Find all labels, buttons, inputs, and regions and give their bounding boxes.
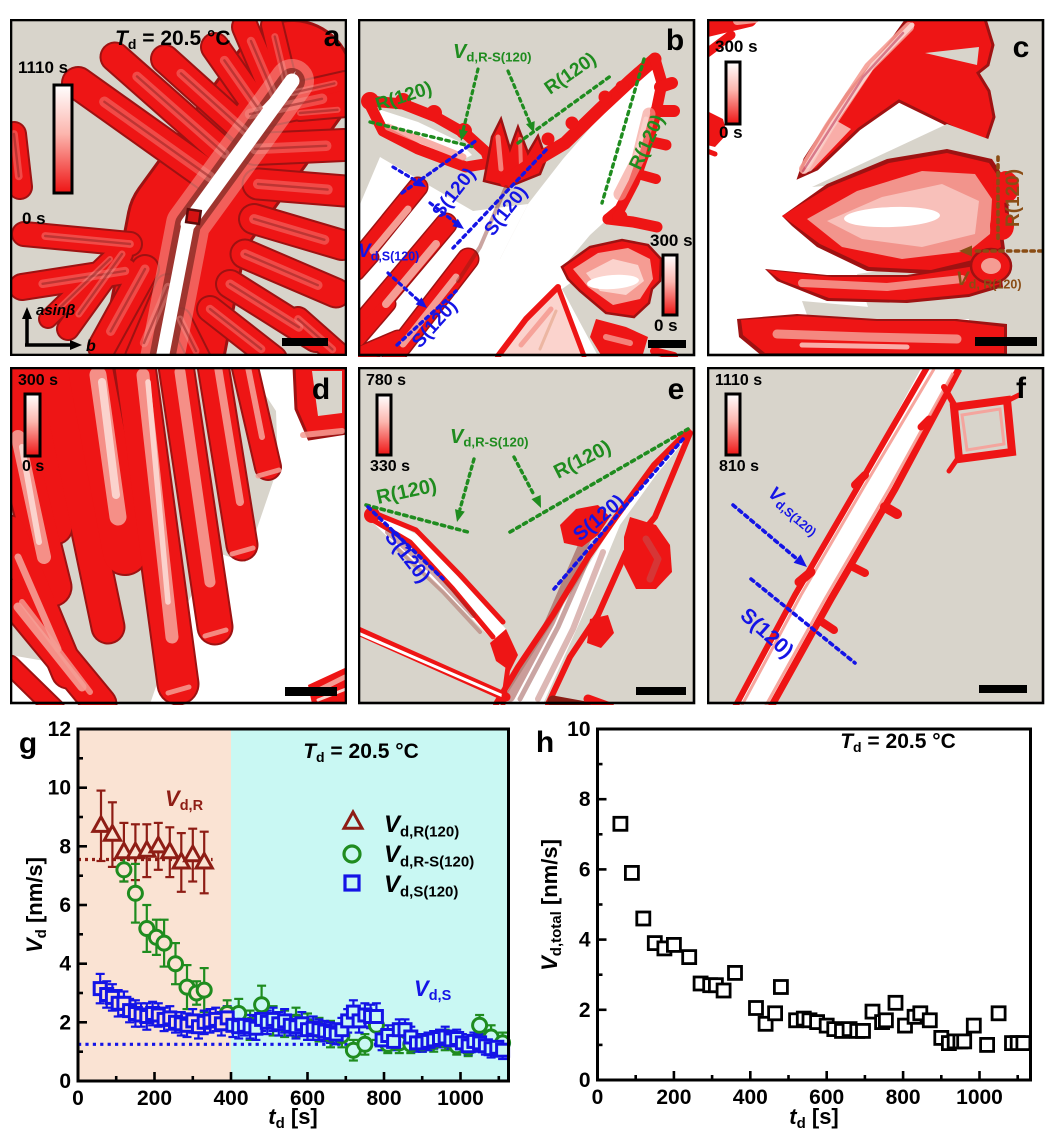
svg-text:400: 400 — [213, 1087, 248, 1110]
svg-text:780 s: 780 s — [366, 372, 406, 389]
svg-text:10: 10 — [567, 718, 590, 741]
svg-text:Vd, R(120): Vd, R(120) — [956, 269, 1021, 291]
svg-text:1110 s: 1110 s — [18, 58, 68, 77]
svg-text:R(120): R(120) — [1003, 169, 1024, 227]
svg-text:0: 0 — [592, 1086, 604, 1109]
svg-text:600: 600 — [290, 1087, 325, 1110]
svg-text:g: g — [19, 727, 37, 760]
svg-text:a: a — [324, 20, 341, 53]
svg-text:330 s: 330 s — [370, 458, 410, 475]
svg-text:200: 200 — [137, 1087, 172, 1110]
svg-text:8: 8 — [579, 788, 591, 811]
svg-text:0: 0 — [59, 1070, 71, 1093]
svg-text:Vd,R: Vd,R — [165, 786, 204, 814]
svg-text:1110 s: 1110 s — [715, 372, 762, 389]
svg-text:1000: 1000 — [956, 1086, 1003, 1109]
svg-text:d: d — [312, 373, 330, 406]
svg-text:h: h — [536, 726, 554, 759]
svg-text:td [s]: td [s] — [268, 1104, 318, 1132]
svg-text:0: 0 — [579, 1069, 591, 1092]
svg-text:1000: 1000 — [437, 1087, 484, 1110]
svg-text:f: f — [1016, 372, 1027, 405]
svg-text:10: 10 — [48, 777, 71, 800]
svg-text:800: 800 — [886, 1086, 921, 1109]
svg-text:Vd,R-S(120): Vd,R-S(120) — [450, 426, 529, 450]
svg-text:600: 600 — [809, 1086, 844, 1109]
svg-text:asinβ: asinβ — [36, 302, 75, 319]
svg-text:e: e — [668, 373, 685, 406]
svg-text:Vd,R-S(120): Vd,R-S(120) — [384, 841, 474, 870]
svg-text:2: 2 — [579, 999, 591, 1022]
svg-text:2: 2 — [59, 1011, 71, 1034]
svg-text:0 s: 0 s — [22, 209, 46, 228]
svg-text:8: 8 — [59, 835, 71, 858]
svg-text:6: 6 — [579, 858, 591, 881]
svg-text:b: b — [666, 24, 684, 57]
svg-text:b: b — [86, 338, 96, 355]
svg-text:td [s]: td [s] — [789, 1104, 839, 1132]
svg-text:0 s: 0 s — [719, 123, 743, 142]
svg-text:300 s: 300 s — [715, 37, 758, 56]
svg-text:800: 800 — [366, 1087, 401, 1110]
svg-text:Vd,R(120): Vd,R(120) — [384, 811, 459, 840]
svg-text:Vd,R-S(120): Vd,R-S(120) — [453, 41, 532, 65]
svg-text:0 s: 0 s — [22, 458, 44, 475]
svg-text:Td = 20.5 °C: Td = 20.5 °C — [115, 27, 231, 52]
svg-text:6: 6 — [59, 894, 71, 917]
svg-text:Vd,total [nm/s]: Vd,total [nm/s] — [537, 839, 565, 971]
svg-text:400: 400 — [733, 1086, 768, 1109]
svg-text:300 s: 300 s — [18, 372, 58, 389]
svg-text:300 s: 300 s — [650, 231, 693, 250]
svg-text:0 s: 0 s — [654, 316, 678, 335]
svg-text:Vd,S(120): Vd,S(120) — [358, 241, 419, 263]
svg-text:200: 200 — [656, 1086, 691, 1109]
svg-text:Vd [nm/s]: Vd [nm/s] — [22, 857, 50, 953]
svg-text:4: 4 — [579, 929, 591, 952]
svg-text:12: 12 — [48, 718, 71, 741]
svg-text:810 s: 810 s — [719, 458, 759, 475]
svg-text:Vd,S: Vd,S — [414, 976, 452, 1004]
svg-text:Td = 20.5 °C: Td = 20.5 °C — [840, 730, 956, 755]
svg-text:0: 0 — [72, 1087, 84, 1110]
svg-text:Td = 20.5 °C: Td = 20.5 °C — [303, 740, 419, 765]
svg-text:4: 4 — [59, 953, 71, 976]
svg-text:Vd,S(120): Vd,S(120) — [384, 871, 458, 900]
svg-text:c: c — [1013, 31, 1030, 64]
